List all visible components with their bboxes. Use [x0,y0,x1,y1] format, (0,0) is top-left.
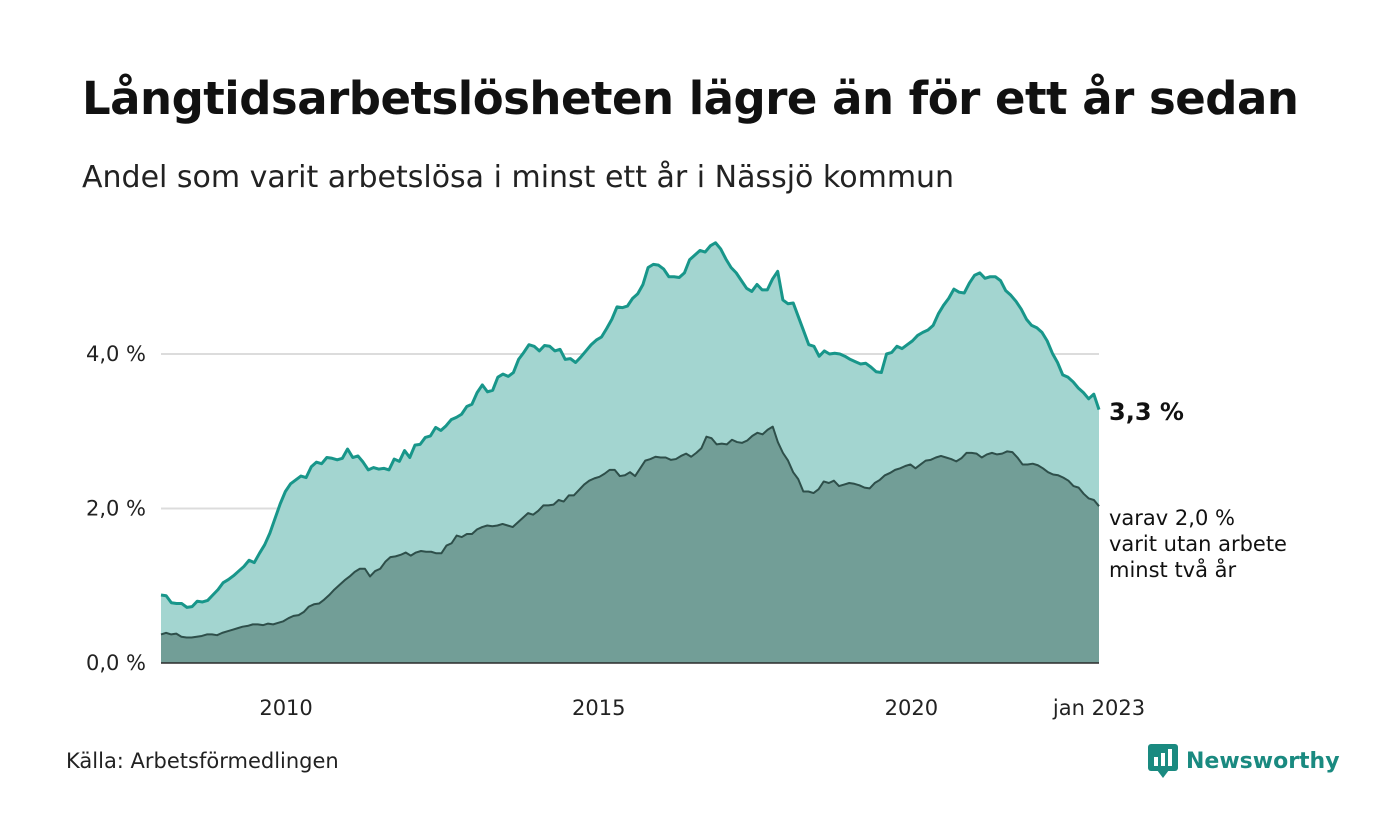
brand-name: Newsworthy [1186,748,1340,774]
y-tick-label: 2,0 % [86,497,146,521]
y-axis-ticks: 0,0 % 2,0 % 4,0 % [86,342,146,675]
x-tick-label: 2015 [572,696,625,720]
line-total [160,241,1101,609]
line-sub [160,425,1100,639]
end-label-sub-line-2: varit utan arbete [1109,532,1287,556]
y-tick-label: 4,0 % [86,342,146,366]
x-axis-ticks: 2010 2015 2020 jan 2023 [259,696,1145,720]
area-sub [161,426,1099,663]
brand-logo: Newsworthy [1148,744,1340,778]
x-tick-label: 2010 [259,696,312,720]
x-tick-label: 2020 [885,696,938,720]
source-note: Källa: Arbetsförmedlingen [66,749,339,773]
x-tick-label: jan 2023 [1052,696,1145,720]
end-value-label-sub: varav 2,0 % varit utan arbete minst två … [1109,505,1287,583]
end-label-sub-line-1: varav 2,0 % [1109,506,1235,530]
y-tick-label: 0,0 % [86,651,146,675]
end-value-label-total: 3,3 % [1109,398,1184,426]
chart-title: Långtidsarbetslösheten lägre än för ett … [82,72,1299,125]
end-label-sub-line-3: minst två år [1109,558,1237,582]
chart-subtitle: Andel som varit arbetslösa i minst ett å… [82,160,955,195]
newsworthy-logo-icon [1148,744,1178,778]
